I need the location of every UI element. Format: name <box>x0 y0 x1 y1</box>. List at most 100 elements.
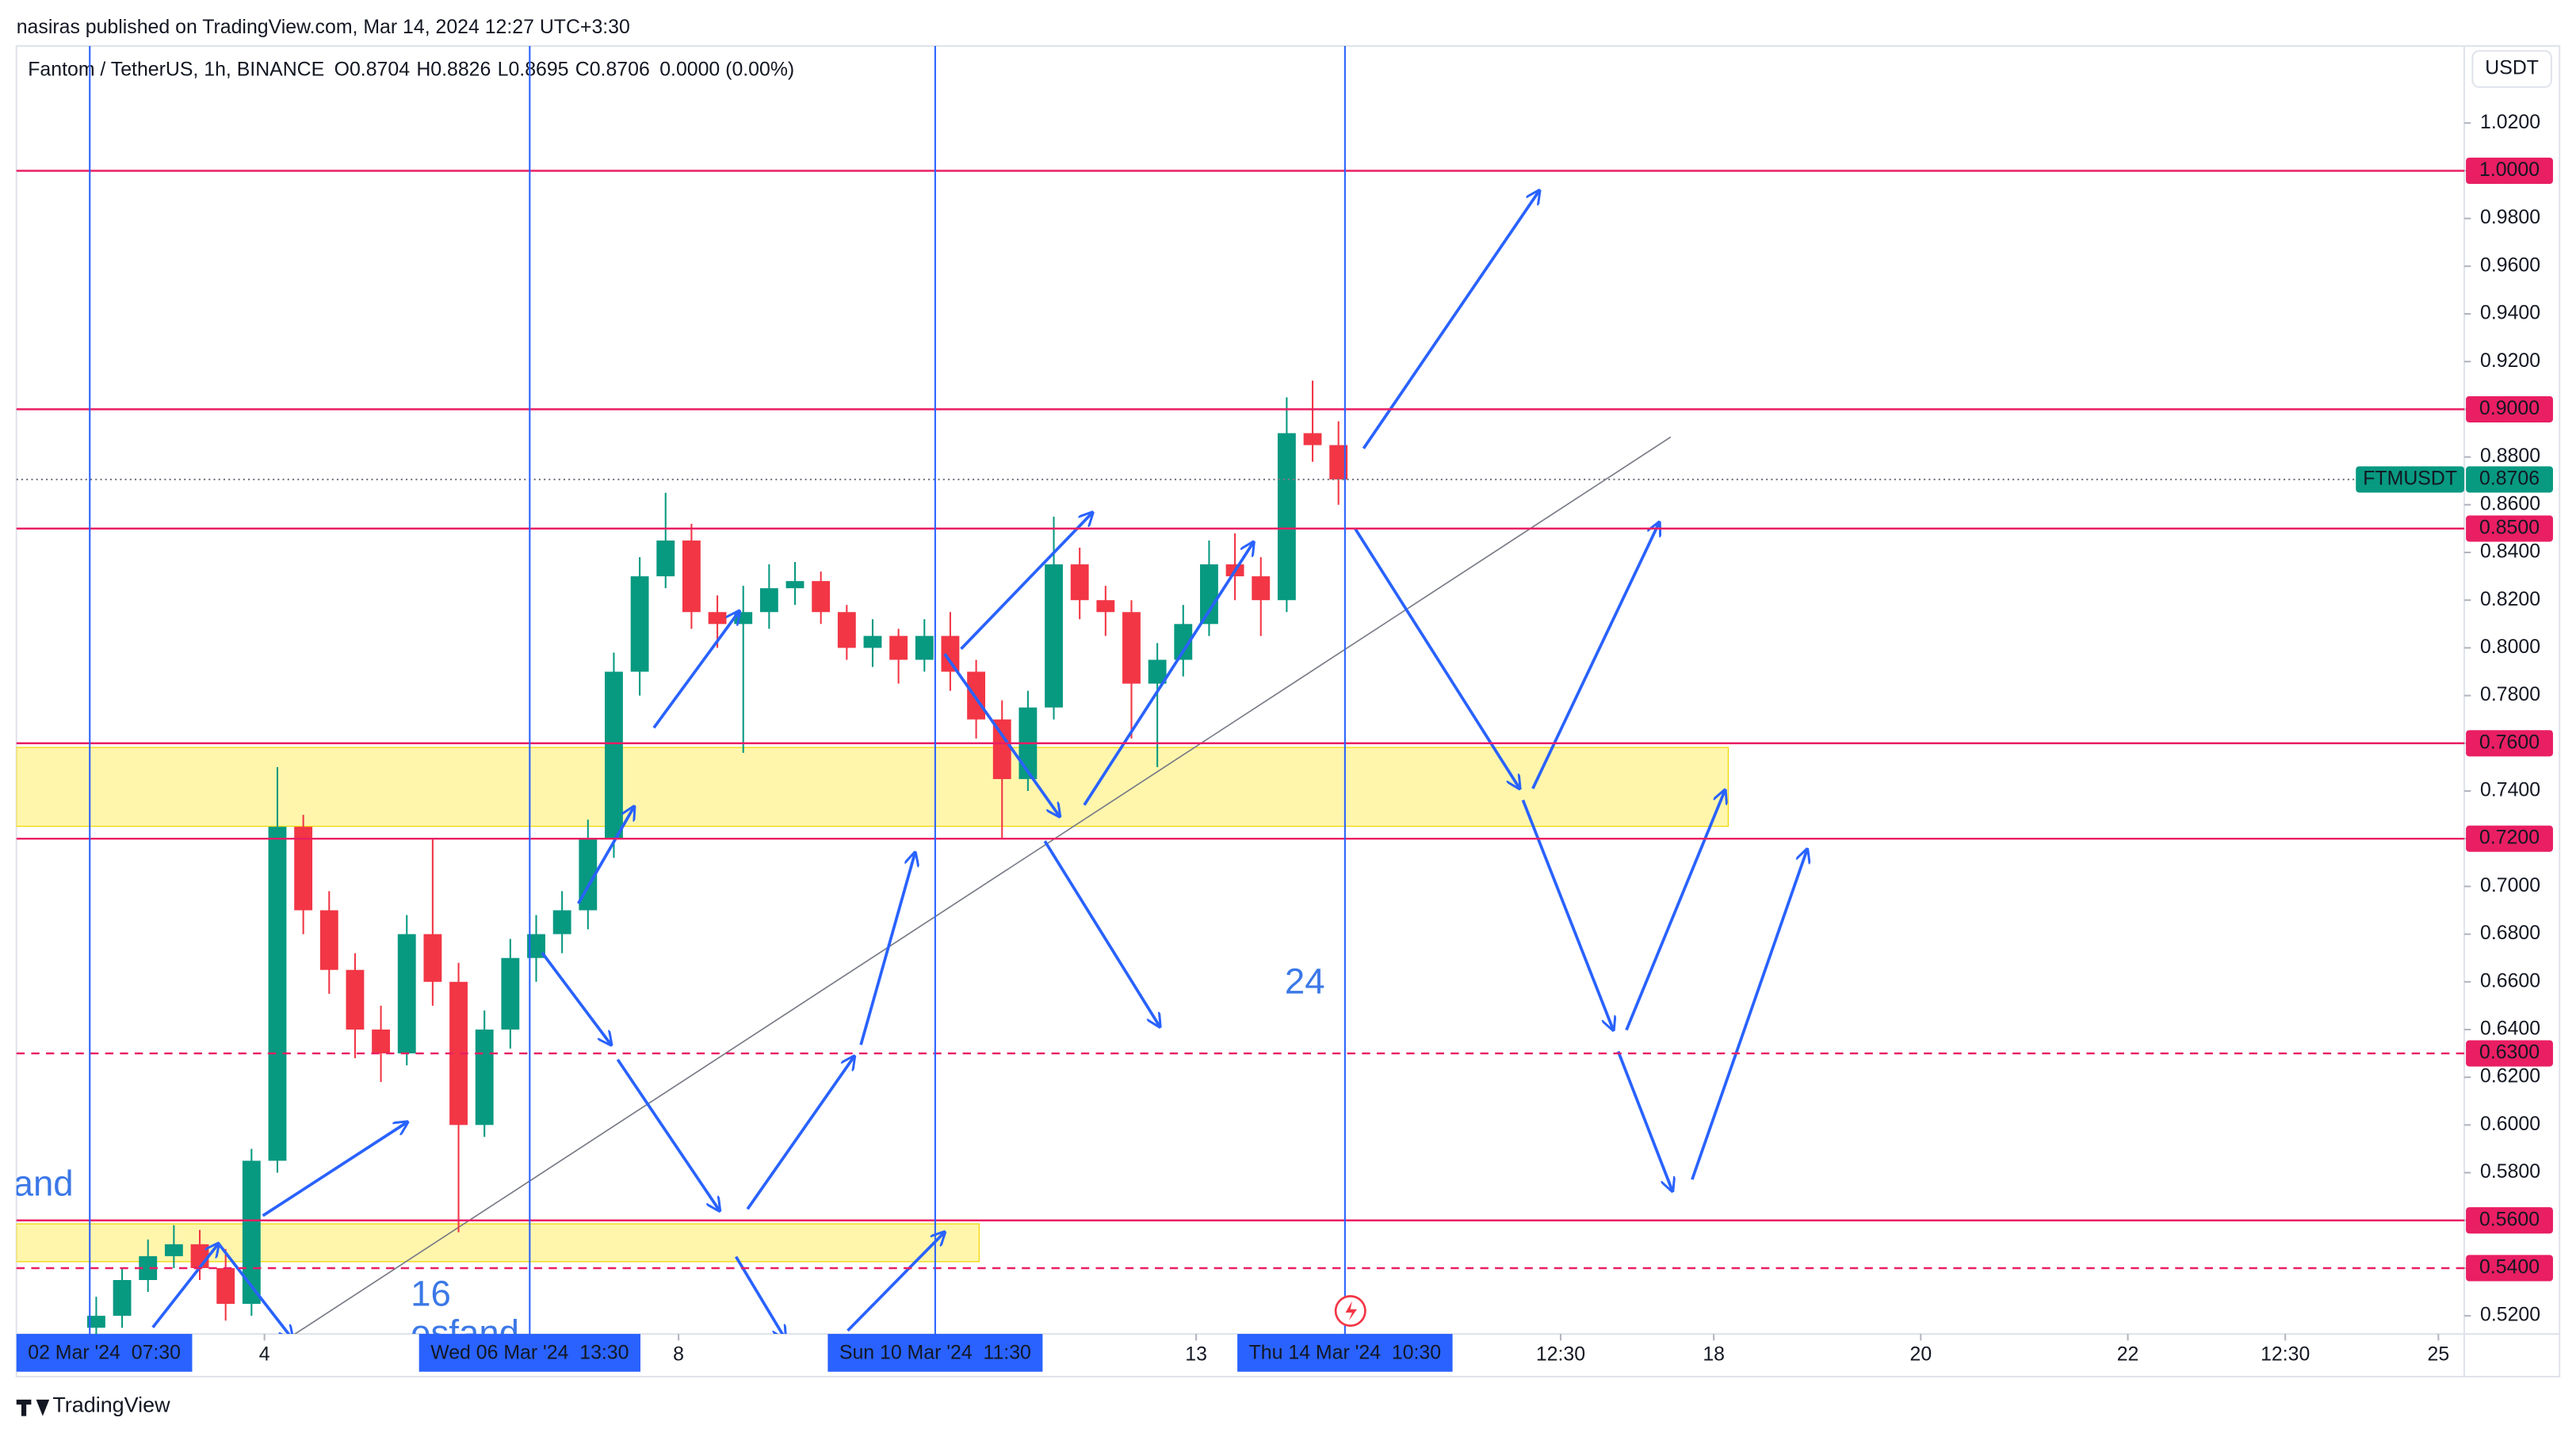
ohlc-key: C <box>575 59 590 81</box>
candle-body <box>294 827 313 911</box>
candle-body <box>501 957 520 1030</box>
event-icon-bolt <box>1345 1301 1358 1321</box>
x-tick-label: 4 <box>259 1343 270 1366</box>
candle-body <box>1303 433 1322 445</box>
arrow <box>262 1122 407 1217</box>
candle-body <box>889 636 908 660</box>
zone <box>16 1223 980 1263</box>
annotation: 16 <box>411 1273 451 1313</box>
candle-body <box>1252 576 1271 601</box>
candle-body <box>1122 612 1141 684</box>
marker-label-box <box>16 1334 193 1372</box>
candle-body <box>837 612 856 648</box>
level-label: 0.7600 <box>2479 731 2540 753</box>
currency[interactable]: USDT <box>2485 57 2539 79</box>
y-tick-label: 0.6200 <box>2480 1065 2540 1087</box>
ohlc-value: 0.8704 <box>350 59 410 81</box>
candle-body <box>86 1316 105 1328</box>
level-label: 1.0000 <box>2479 159 2540 181</box>
marker-label: Sun 10 Mar '24 11:30 <box>839 1341 1031 1363</box>
arrow <box>576 807 634 904</box>
candle-body <box>941 636 960 672</box>
arrow <box>652 611 740 729</box>
y-tick-label: 0.6000 <box>2480 1113 2540 1135</box>
marker-label: 02 Mar '24 07:30 <box>28 1341 181 1363</box>
ohlc-key: O <box>334 59 350 81</box>
y-tick-label: 0.5800 <box>2480 1160 2540 1183</box>
arrow <box>1625 790 1725 1031</box>
level-label-box <box>2466 157 2553 185</box>
y-tick-label: 0.8200 <box>2480 588 2540 610</box>
candle-body <box>1070 564 1089 601</box>
arrow <box>1362 190 1539 449</box>
candle-body <box>630 576 649 672</box>
marker-label: Wed 06 Mar '24 13:30 <box>430 1341 629 1363</box>
zone <box>16 747 1729 827</box>
candle-body <box>139 1255 158 1280</box>
candle-body <box>113 1279 132 1316</box>
level-label: 0.6300 <box>2479 1041 2540 1064</box>
level-label: 0.7200 <box>2479 827 2540 849</box>
candle-body <box>812 581 831 613</box>
candle-body <box>552 910 571 934</box>
level-label-box <box>2466 396 2553 423</box>
y-tick-label: 0.8800 <box>2480 445 2540 467</box>
level-label-box <box>2466 730 2553 757</box>
arrow <box>1691 850 1807 1180</box>
marker-label: Thu 14 Mar '24 10:30 <box>1249 1341 1441 1363</box>
y-tick-label: 0.8400 <box>2480 541 2540 563</box>
arrow <box>943 652 1060 816</box>
candle-body <box>164 1244 183 1256</box>
arrow <box>1083 542 1253 806</box>
arrow <box>960 513 1093 651</box>
frame <box>15 44 2561 1378</box>
candle-body <box>708 612 727 625</box>
y-tick-label: 0.7800 <box>2480 683 2540 705</box>
candle-body <box>346 969 365 1030</box>
arrow <box>1043 840 1160 1026</box>
arrow <box>734 1255 785 1335</box>
y-tick-label: 0.8600 <box>2480 492 2540 514</box>
published-note: nasiras published on TradingView.com, Ma… <box>17 16 630 38</box>
candle-body <box>475 1029 494 1125</box>
y-tick-label: 0.7400 <box>2480 779 2540 801</box>
candle-body <box>1174 624 1193 660</box>
candle-body <box>656 540 675 577</box>
arrow <box>151 1244 219 1328</box>
y-tick-label: 0.5200 <box>2480 1304 2540 1326</box>
candle-body <box>605 671 623 839</box>
candle-body <box>759 588 778 613</box>
currency-button[interactable] <box>2471 50 2552 88</box>
candle-body <box>863 636 882 648</box>
candle-body <box>449 981 468 1125</box>
trendline <box>293 436 1672 1335</box>
candle-body <box>216 1267 235 1305</box>
annotation: and <box>13 1164 74 1204</box>
x-tick-label: 12:30 <box>2261 1343 2310 1366</box>
ohlc-value: 0.8695 <box>508 59 568 81</box>
ohlc-key: L <box>498 59 509 81</box>
arrow <box>541 952 611 1045</box>
candle-body <box>1148 659 1167 684</box>
candle-body <box>1045 564 1063 708</box>
x-tick-label: 12:30 <box>1536 1343 1585 1366</box>
arrow <box>1354 528 1519 788</box>
candle-body <box>423 934 442 982</box>
marker-label-box <box>419 1334 640 1372</box>
ohlc-key: H <box>416 59 430 81</box>
candle-body <box>1277 433 1296 601</box>
candle-body <box>190 1244 209 1268</box>
arrow <box>847 1232 945 1332</box>
level-label-box <box>2466 1207 2553 1234</box>
x-tick-label: 8 <box>673 1343 684 1366</box>
annotation: esfand <box>411 1313 519 1353</box>
price-name-box <box>2356 466 2465 493</box>
price-name: FTMUSDT <box>2363 467 2457 489</box>
brand-logo <box>16 1399 50 1416</box>
candle-body <box>1329 445 1348 480</box>
candle-body <box>915 636 934 660</box>
candle-body <box>992 719 1011 779</box>
candle-body <box>397 934 416 1054</box>
marker-label-box <box>1237 1334 1453 1372</box>
